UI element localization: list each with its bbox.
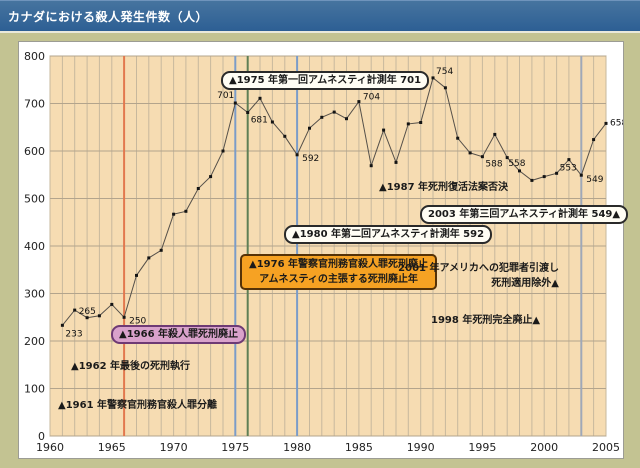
svg-text:1985: 1985 [345,441,373,454]
page-title: カナダにおける殺人発生件数（人） [8,9,209,24]
annotation-execution-1962: ▲1962 年最後の死刑執行 [71,359,190,374]
svg-text:1965: 1965 [98,441,126,454]
svg-text:658: 658 [610,118,623,128]
annotation-bill-1987: ▲1987 年死刑復活法案否決 [379,180,508,195]
chart-panel: 233 265 250 701 681 592 704 754 588 558 553 549 658 0… [18,41,629,459]
svg-text:2005: 2005 [592,441,620,454]
svg-text:100: 100 [24,383,45,396]
annotation-extradition-2001: 2001 年アメリカへの犯罪者引渡し死刑適用除外▲ [398,261,559,291]
svg-text:200: 200 [24,335,45,348]
svg-text:1960: 1960 [36,441,64,454]
annotation-line: ▲1966 年殺人罪死刑廃止 [119,329,239,340]
svg-text:265: 265 [79,307,96,317]
svg-text:1970: 1970 [160,441,188,454]
annotation-amnesty-1980: ▲1980 年第二回アムネスティ計測年 592 [284,225,493,244]
annotation-abolition-1976: ▲1976 年警察官刑務官殺人罪死刑廃止 アムネスティの主張する死刑廃止年 [240,254,438,290]
svg-text:700: 700 [24,98,45,111]
svg-text:558: 558 [508,159,525,169]
annotation-abolition-1966: ▲1966 年殺人罪死刑廃止 [111,325,247,344]
annotation-amnesty-1975: ▲1975 年第一回アムネスティ計測年 701 [221,71,430,90]
svg-text:754: 754 [436,67,453,77]
svg-text:800: 800 [24,50,45,63]
svg-text:553: 553 [560,163,577,173]
svg-text:592: 592 [302,154,319,164]
annotation-separation-1961: ▲1961 年警察官刑務官殺人罪分離 [58,398,217,413]
annotation-line: アムネスティの主張する死刑廃止年 [259,274,418,285]
svg-text:300: 300 [24,288,45,301]
annotation-line: 2001 年アメリカへの犯罪者引渡し [398,263,559,274]
svg-text:704: 704 [363,93,380,103]
title-bar: カナダにおける殺人発生件数（人） [0,0,640,33]
annotation-line: ▲1980 年第二回アムネスティ計測年 592 [292,229,485,240]
svg-text:701: 701 [217,91,234,101]
svg-text:549: 549 [586,175,603,185]
svg-text:500: 500 [24,193,45,206]
svg-text:1975: 1975 [221,441,249,454]
svg-text:681: 681 [251,116,268,126]
svg-text:1990: 1990 [407,441,435,454]
svg-text:588: 588 [485,160,502,170]
annotation-line: 2003 年第三回アムネスティ計測年 549▲ [428,209,621,220]
annotation-line: ▲1987 年死刑復活法案否決 [379,182,509,193]
annotation-line: ▲1976 年警察官刑務官殺人罪死刑廃止 [249,259,429,270]
svg-text:1980: 1980 [283,441,311,454]
svg-text:233: 233 [65,329,82,339]
svg-text:1995: 1995 [468,441,496,454]
annotation-abolition-1998: 1998 年死刑完全廃止▲ [431,313,540,328]
svg-text:0: 0 [38,430,45,443]
annotation-line: 1998 年死刑完全廃止▲ [431,315,541,326]
svg-text:600: 600 [24,145,45,158]
svg-text:400: 400 [24,240,45,253]
svg-text:250: 250 [129,316,146,326]
murder-count-line-chart: 233 265 250 701 681 592 704 754 588 558 553 549 658 0… [24,50,623,454]
annotation-line: ▲1961 年警察官刑務官殺人罪分離 [58,400,218,411]
annotation-line: ▲1975 年第一回アムネスティ計測年 701 [229,75,422,86]
annotation-line: ▲1962 年最後の死刑執行 [71,361,191,372]
svg-text:2000: 2000 [530,441,558,454]
annotation-amnesty-2003: 2003 年第三回アムネスティ計測年 549▲ [420,205,629,224]
annotation-line: 死刑適用除外▲ [491,278,559,289]
